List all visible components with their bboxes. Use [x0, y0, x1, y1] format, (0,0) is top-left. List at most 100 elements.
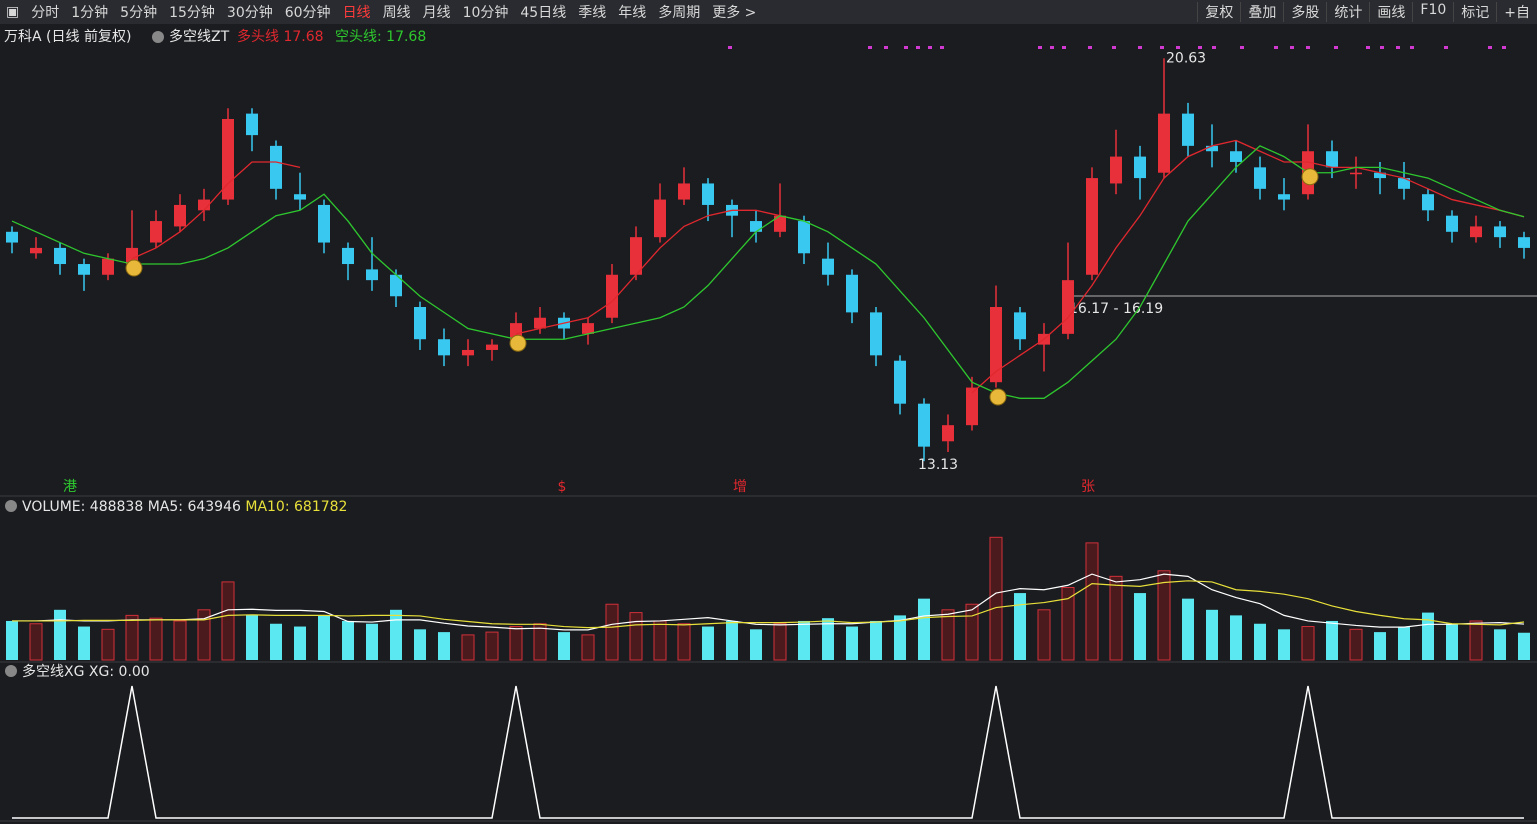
period-tab[interactable]: 30分钟 [226, 5, 273, 21]
volume-bar [1301, 626, 1315, 661]
candle-body [150, 221, 162, 243]
candle-body [318, 204, 330, 243]
signal-dot [1410, 46, 1414, 49]
tool-tab[interactable]: F10 [1412, 2, 1453, 22]
signal-dot [916, 46, 920, 49]
volume-bar [1446, 623, 1458, 660]
xg-header: 多空线XG XG: 0.00 [22, 663, 150, 680]
period-tab[interactable]: 多周期 [658, 5, 701, 21]
signal-dot [940, 46, 944, 49]
volume-bar [1157, 570, 1171, 661]
volume-bar [918, 598, 930, 660]
menu-icon[interactable]: ▣ [6, 4, 20, 20]
volume-bar [318, 615, 330, 660]
period-tab[interactable]: 年线 [618, 5, 647, 21]
period-tab[interactable]: 15分钟 [169, 5, 215, 21]
tool-tab[interactable]: +自 [1496, 2, 1537, 22]
volume-bar [989, 536, 1003, 661]
ma-value: 681782 [294, 499, 347, 515]
panel-icon[interactable] [5, 665, 17, 677]
volume-bar [1326, 620, 1338, 660]
candle-body [918, 403, 930, 447]
tool-tab[interactable]: 标记 [1453, 2, 1496, 22]
period-tab[interactable]: 月线 [422, 5, 451, 21]
tool-tab[interactable]: 画线 [1369, 2, 1412, 22]
period-tabs: 分时 1分钟 5分钟 15分钟 30分钟 60分钟 日线 周线 月线 10分钟 45日线 季线 年线 多周… [25, 2, 762, 22]
candle-body [1158, 113, 1170, 173]
volume-bar [294, 626, 306, 660]
candle-body [630, 237, 642, 275]
candle-body [174, 204, 186, 227]
legend-label: 空头线: 17.68 [335, 29, 426, 45]
signal-dot [1444, 46, 1448, 49]
volume-bar [533, 623, 547, 661]
line-series [11, 145, 1525, 399]
candle-body [1326, 151, 1338, 168]
signal-dot [1380, 46, 1384, 49]
candle-body [654, 199, 666, 238]
tool-tabs: 复权 叠加 多股 统计 画线 F10 标记 +自 [1197, 2, 1537, 22]
panel-icon[interactable] [5, 500, 17, 512]
candle-body [294, 194, 306, 200]
period-tab[interactable]: 45日线 [520, 5, 567, 21]
volume-bar [173, 620, 187, 661]
volume-bar [221, 581, 235, 661]
tool-tab[interactable]: 叠加 [1240, 2, 1283, 22]
period-tab[interactable]: 周线 [382, 5, 411, 21]
volume-bar [965, 603, 979, 661]
candle-body [486, 344, 498, 350]
candle-body [1014, 312, 1026, 340]
ma-value: 643946 [187, 499, 241, 515]
toolbar: ▣ 分时 1分钟 5分钟 15分钟 30分钟 60分钟 日线 周线 月线 10分钟 45日线 季线 年线多… [0, 0, 1537, 24]
volume-bar [1398, 626, 1410, 660]
volume-bar [1374, 632, 1386, 660]
period-tab[interactable]: 1分钟 [71, 5, 109, 21]
candle-body [822, 258, 834, 275]
period-tab[interactable]: 分时 [31, 5, 60, 21]
volume-bar [1085, 542, 1099, 661]
period-tab[interactable]: 5分钟 [120, 5, 158, 21]
period-tab[interactable]: 60分钟 [284, 5, 331, 21]
volume-bar [941, 609, 955, 661]
candle-body [534, 317, 546, 329]
candle-body [1518, 237, 1530, 248]
event-marker: 增 [733, 479, 747, 495]
volume-bar [1014, 593, 1026, 660]
tool-tab[interactable]: 多股 [1283, 2, 1326, 22]
indicator-name: 多空线ZT [169, 28, 230, 45]
signal-dot [1112, 46, 1116, 49]
volume-bar [485, 631, 499, 661]
signal-dot [1488, 46, 1492, 49]
volume-bar [629, 612, 643, 661]
tool-tab[interactable]: 复权 [1197, 2, 1240, 22]
candle-body [390, 274, 402, 297]
volume-bar [438, 632, 450, 660]
candle-body [942, 425, 954, 442]
period-tab[interactable]: 更多 > [712, 5, 757, 21]
indicator-icon[interactable] [152, 31, 164, 43]
tool-tab[interactable]: 统计 [1326, 2, 1369, 22]
signal-bag [1301, 168, 1319, 186]
volume-label: VOLUME [22, 499, 81, 515]
event-marker: $ [558, 479, 567, 495]
period-tab[interactable]: 日线 [342, 5, 371, 21]
volume-bar [1469, 620, 1483, 661]
signal-dot [1176, 46, 1180, 49]
volume-bar [1494, 629, 1506, 660]
candle-body [1134, 156, 1146, 179]
period-tab[interactable]: 10分钟 [462, 5, 509, 21]
candle-body [366, 269, 378, 281]
volume-bar [822, 618, 834, 660]
xg-name: XG [89, 664, 109, 680]
legend-value: 17.68 [283, 29, 323, 45]
volume-bar [846, 626, 858, 660]
candle-body [1254, 167, 1266, 189]
candle-body [750, 221, 762, 232]
candle-body [54, 247, 66, 265]
period-tab[interactable]: 季线 [578, 5, 607, 21]
volume-bar [197, 609, 211, 661]
signal-bag [989, 388, 1007, 406]
signal-dot [728, 46, 732, 49]
low-label: 13.13 [918, 457, 958, 473]
